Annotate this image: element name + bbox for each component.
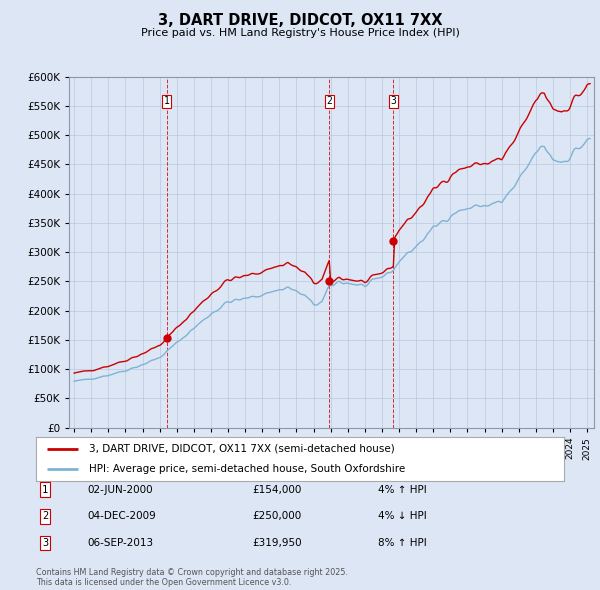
Text: HPI: Average price, semi-detached house, South Oxfordshire: HPI: Average price, semi-detached house,…: [89, 464, 405, 474]
Text: 3, DART DRIVE, DIDCOT, OX11 7XX (semi-detached house): 3, DART DRIVE, DIDCOT, OX11 7XX (semi-de…: [89, 444, 395, 454]
Text: 02-JUN-2000: 02-JUN-2000: [87, 485, 152, 494]
Text: 04-DEC-2009: 04-DEC-2009: [87, 512, 156, 521]
Text: £154,000: £154,000: [252, 485, 301, 494]
Text: 4% ↑ HPI: 4% ↑ HPI: [378, 485, 427, 494]
Text: 1: 1: [42, 485, 48, 494]
Text: 3: 3: [42, 538, 48, 548]
Text: 3, DART DRIVE, DIDCOT, OX11 7XX: 3, DART DRIVE, DIDCOT, OX11 7XX: [158, 13, 442, 28]
Text: Price paid vs. HM Land Registry's House Price Index (HPI): Price paid vs. HM Land Registry's House …: [140, 28, 460, 38]
Text: 8% ↑ HPI: 8% ↑ HPI: [378, 538, 427, 548]
Text: 2: 2: [326, 96, 332, 106]
Text: 4% ↓ HPI: 4% ↓ HPI: [378, 512, 427, 521]
Text: £250,000: £250,000: [252, 512, 301, 521]
Text: 2: 2: [42, 512, 48, 521]
Text: 06-SEP-2013: 06-SEP-2013: [87, 538, 153, 548]
Text: 1: 1: [164, 96, 170, 106]
Text: £319,950: £319,950: [252, 538, 302, 548]
Text: Contains HM Land Registry data © Crown copyright and database right 2025.
This d: Contains HM Land Registry data © Crown c…: [36, 568, 348, 587]
Text: 3: 3: [391, 96, 397, 106]
